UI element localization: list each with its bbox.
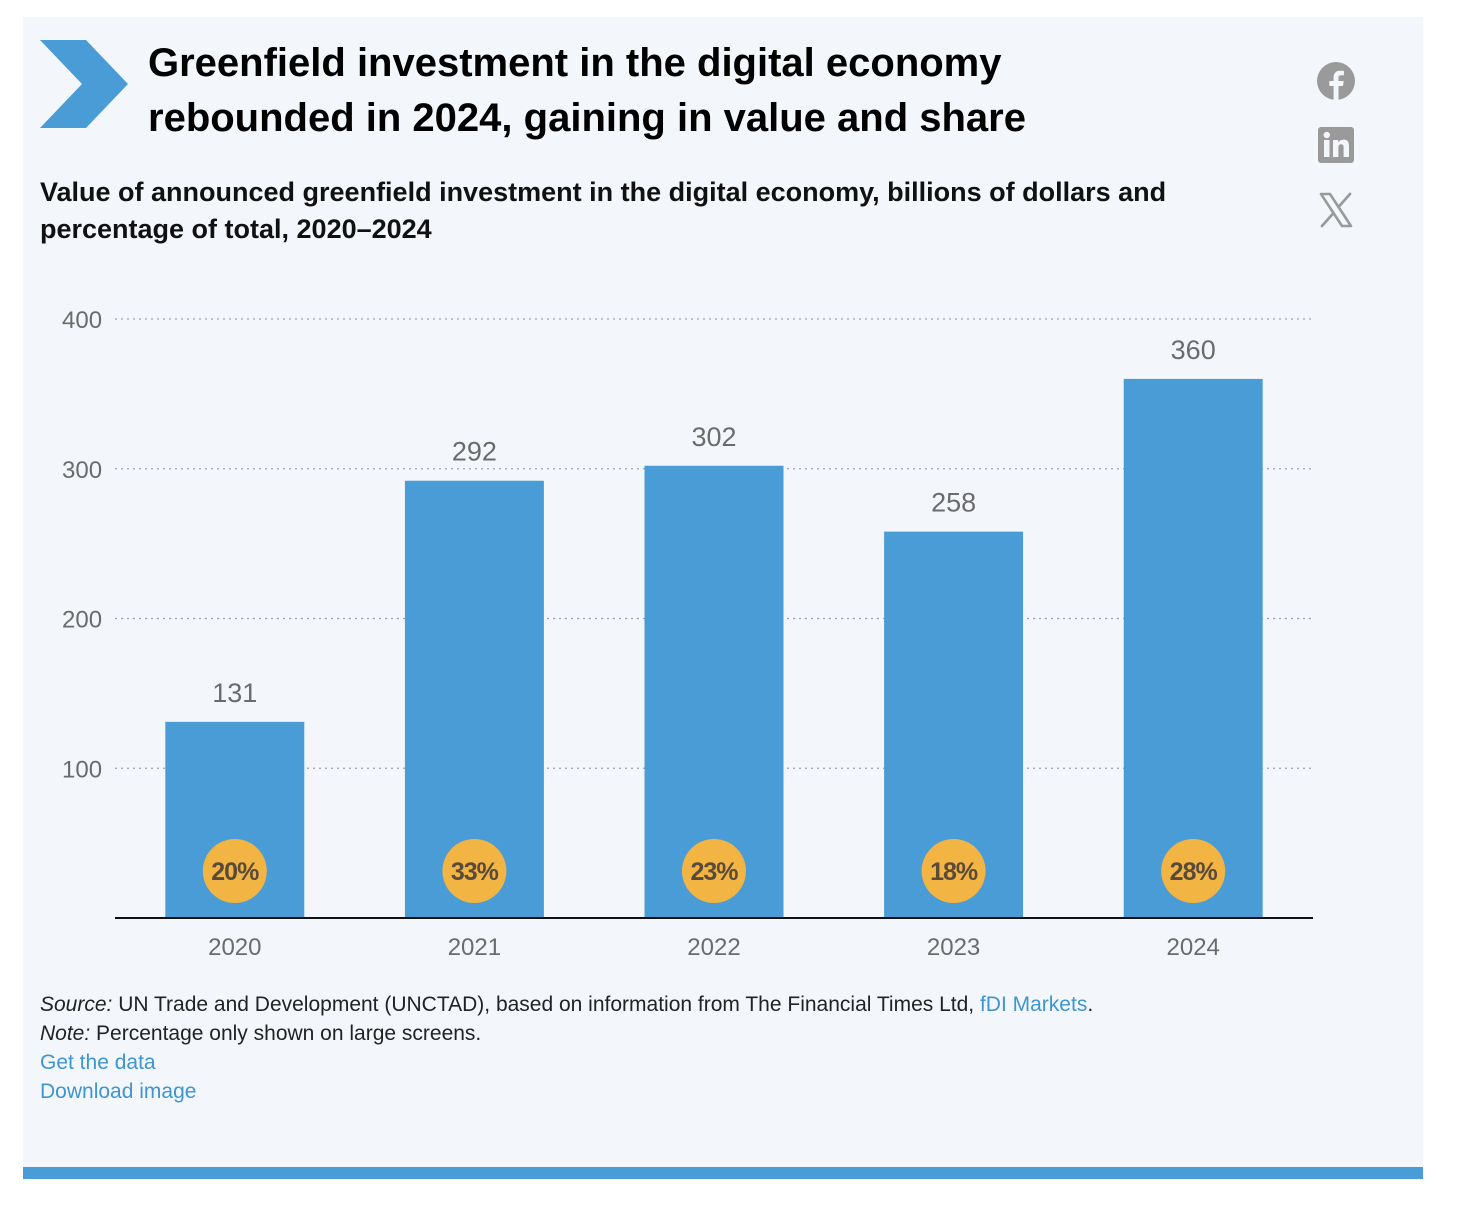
bar-value-label: 292 [452,437,497,467]
x-tick-label: 2024 [1167,934,1220,961]
fdi-markets-link[interactable]: fDI Markets [979,993,1088,1016]
share-badge [442,839,507,903]
chart-title: Value of announced greenfield investment… [40,177,1167,244]
share-label: 33% [451,858,499,886]
chevron-icon [40,40,128,128]
note-line: Note: Percentage only shown on large scr… [40,1019,1340,1048]
facebook-icon[interactable] [1316,61,1356,101]
source-label: Source: [40,993,113,1016]
x-tick-label: 2022 [687,934,740,961]
share-label: 18% [930,858,978,886]
y-tick-label: 300 [62,457,102,484]
share-label: 28% [1170,858,1218,886]
chart-footer: Source: UN Trade and Development (UNCTAD… [40,990,1340,1106]
source-line: Source: UN Trade and Development (UNCTAD… [40,990,1340,1019]
bar [1123,378,1263,918]
share-badge [921,839,986,903]
source-end: . [1087,993,1094,1016]
share-badge [1161,839,1226,903]
page-title: Greenfield investment in the digital eco… [148,41,1026,140]
x-icon[interactable] [1316,190,1356,230]
x-tick-label: 2020 [208,934,261,961]
bar-value-label: 302 [691,422,736,452]
x-tick-label: 2021 [448,934,501,961]
bar-value-label: 360 [1171,335,1216,365]
download-image-link[interactable]: Download image [40,1080,197,1103]
y-tick-label: 200 [62,607,102,634]
x-tick-label: 2023 [927,934,980,961]
note-text: Percentage only shown on large screens. [90,1022,482,1045]
bar-value-label: 258 [931,488,976,518]
share-label: 23% [690,858,738,886]
note-label: Note: [40,1022,91,1045]
share-label: 20% [211,858,259,886]
share-badge [202,839,267,903]
bar-value-label: 131 [212,678,257,708]
source-text: UN Trade and Development (UNCTAD), based… [112,993,980,1016]
y-tick-label: 100 [62,756,102,783]
y-tick-label: 400 [62,307,102,334]
bar-chart: 100 200 300 400 131 20% 2020 292 33% 2021 302 23% 20… [62,307,1313,961]
share-badge [682,839,746,903]
get-the-data-link[interactable]: Get the data [40,1051,156,1074]
bottom-accent-bar [23,1167,1423,1179]
linkedin-icon[interactable] [1316,125,1356,165]
